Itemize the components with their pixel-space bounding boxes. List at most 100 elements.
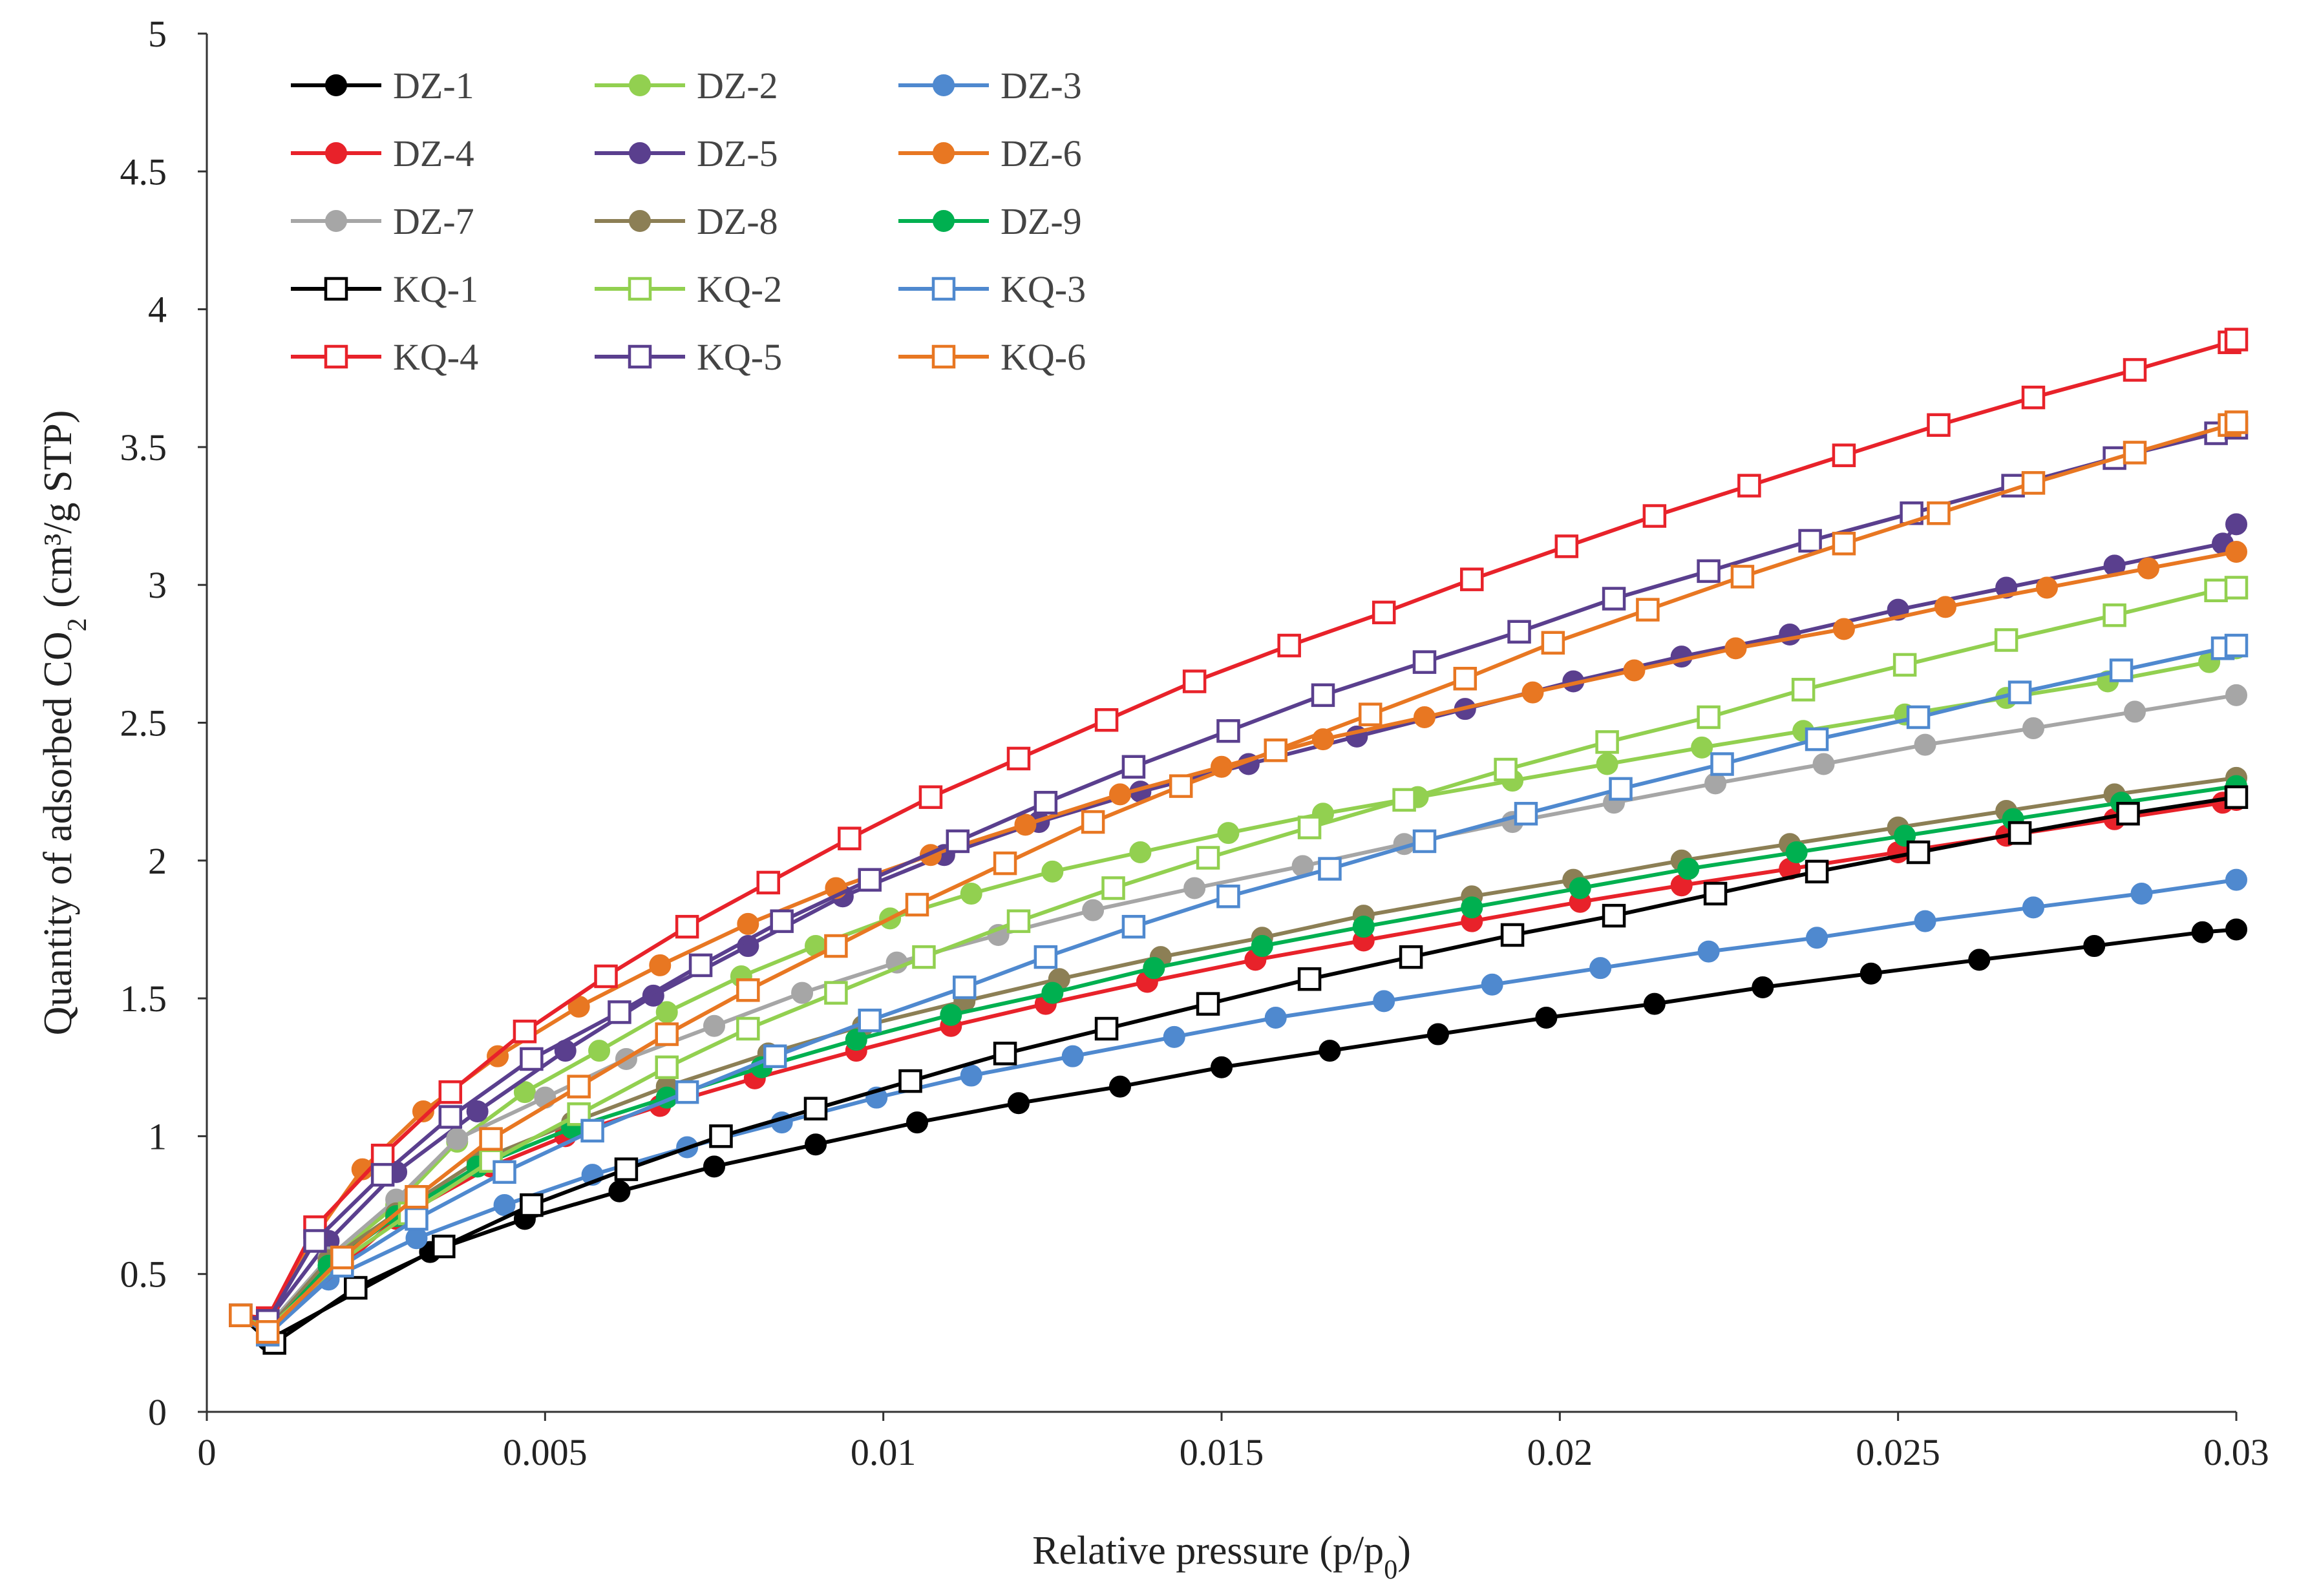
data-point [2022, 896, 2044, 919]
data-point [898, 1069, 922, 1093]
series-layer [229, 328, 2249, 1355]
data-point [736, 1016, 760, 1041]
data-point [2103, 603, 2126, 627]
data-point [2083, 935, 2106, 958]
data-point [1033, 790, 1058, 815]
data-point [803, 1097, 828, 1120]
data-point [1061, 1045, 1084, 1067]
data-point [1914, 733, 1936, 756]
data-point [1906, 840, 1931, 865]
data-point [655, 1022, 679, 1046]
legend-label: DZ-3 [1001, 65, 1082, 107]
series-dz-1 [229, 918, 2247, 1352]
data-point [1968, 949, 1991, 971]
data-point [736, 978, 760, 1002]
data-point [303, 1229, 327, 1253]
data-point [1710, 752, 1734, 776]
data-point [1730, 565, 1755, 589]
data-point [1196, 846, 1220, 870]
y-tick-label: 5 [148, 13, 167, 55]
data-point [412, 1100, 434, 1123]
data-point [2109, 658, 2134, 682]
data-point [2116, 802, 2140, 826]
data-point [513, 1020, 537, 1044]
data-point [1697, 940, 1720, 963]
data-point [946, 829, 970, 854]
series-kq-3 [229, 633, 2249, 1347]
data-point [2224, 576, 2249, 600]
data-point [567, 1102, 591, 1126]
data-point [1697, 559, 1721, 583]
data-point [438, 1080, 463, 1104]
x-tick-label: 0.01 [851, 1431, 916, 1473]
data-point [756, 870, 780, 895]
series-line-dz-3 [239, 877, 2237, 1337]
data-point [1677, 857, 1700, 880]
data-point [1994, 628, 2018, 652]
data-point [1319, 1040, 1341, 1062]
data-point [2225, 541, 2247, 563]
data-point [858, 868, 882, 892]
series-line-dz-9 [239, 784, 2237, 1334]
data-point [1392, 788, 1416, 812]
legend-item-kq-1: KQ-1 [291, 268, 478, 310]
data-point [1832, 443, 1856, 467]
y-tick-label: 2 [148, 840, 167, 882]
data-point [1129, 841, 1152, 864]
data-point [1014, 814, 1037, 836]
y-tick-label: 4 [148, 289, 167, 331]
data-point [993, 851, 1017, 876]
data-point [763, 1044, 787, 1068]
data-point [960, 1064, 982, 1087]
legend-marker [628, 277, 652, 301]
legend-label: DZ-4 [393, 132, 474, 174]
data-point [432, 1234, 456, 1259]
data-point [1636, 598, 1660, 622]
data-point [1752, 976, 1774, 999]
data-point [1121, 755, 1146, 779]
legend-item-dz-2: DZ-2 [595, 65, 778, 107]
data-point [1595, 730, 1619, 754]
legend-label: DZ-9 [1001, 200, 1082, 242]
series-line-kq-3 [239, 644, 2237, 1337]
data-point [838, 826, 862, 850]
data-point [1642, 504, 1667, 528]
legend-marker [325, 74, 347, 96]
legend-label: DZ-6 [1001, 132, 1082, 174]
y-tick-label: 1 [148, 1115, 167, 1157]
x-axis-title: Relative pressure (p/p0) [1032, 1529, 1411, 1585]
data-point [1297, 815, 1322, 839]
series-kq-5 [229, 415, 2249, 1333]
data-point [1934, 596, 1956, 618]
data-point [2021, 385, 2046, 410]
legend-label: DZ-2 [697, 65, 778, 107]
data-point [912, 945, 936, 969]
legend-item-kq-5: KQ-5 [595, 336, 782, 378]
y-tick-label: 1.5 [120, 978, 167, 1020]
data-point [520, 1047, 544, 1071]
data-point [940, 1003, 962, 1026]
data-point [594, 964, 618, 989]
data-point [2123, 441, 2147, 465]
legend-label: DZ-5 [697, 132, 778, 174]
data-point [1697, 705, 1721, 730]
data-point [688, 953, 713, 978]
data-point [953, 975, 977, 1000]
data-point [906, 1111, 928, 1134]
data-point [1006, 746, 1031, 771]
data-point [580, 1118, 604, 1143]
data-point [1081, 810, 1105, 834]
data-point [1109, 783, 1131, 806]
data-point [2225, 513, 2247, 536]
data-point [703, 1014, 725, 1037]
data-point [1500, 923, 1525, 947]
data-point [655, 1001, 678, 1024]
series-line-dz-6 [240, 550, 2237, 1320]
data-point [1703, 881, 1728, 906]
data-point [1461, 896, 1483, 919]
legend-item-dz-8: DZ-8 [595, 200, 778, 242]
data-point [709, 1124, 733, 1148]
data-point [1643, 992, 1666, 1015]
legend-label: KQ-5 [697, 336, 782, 378]
